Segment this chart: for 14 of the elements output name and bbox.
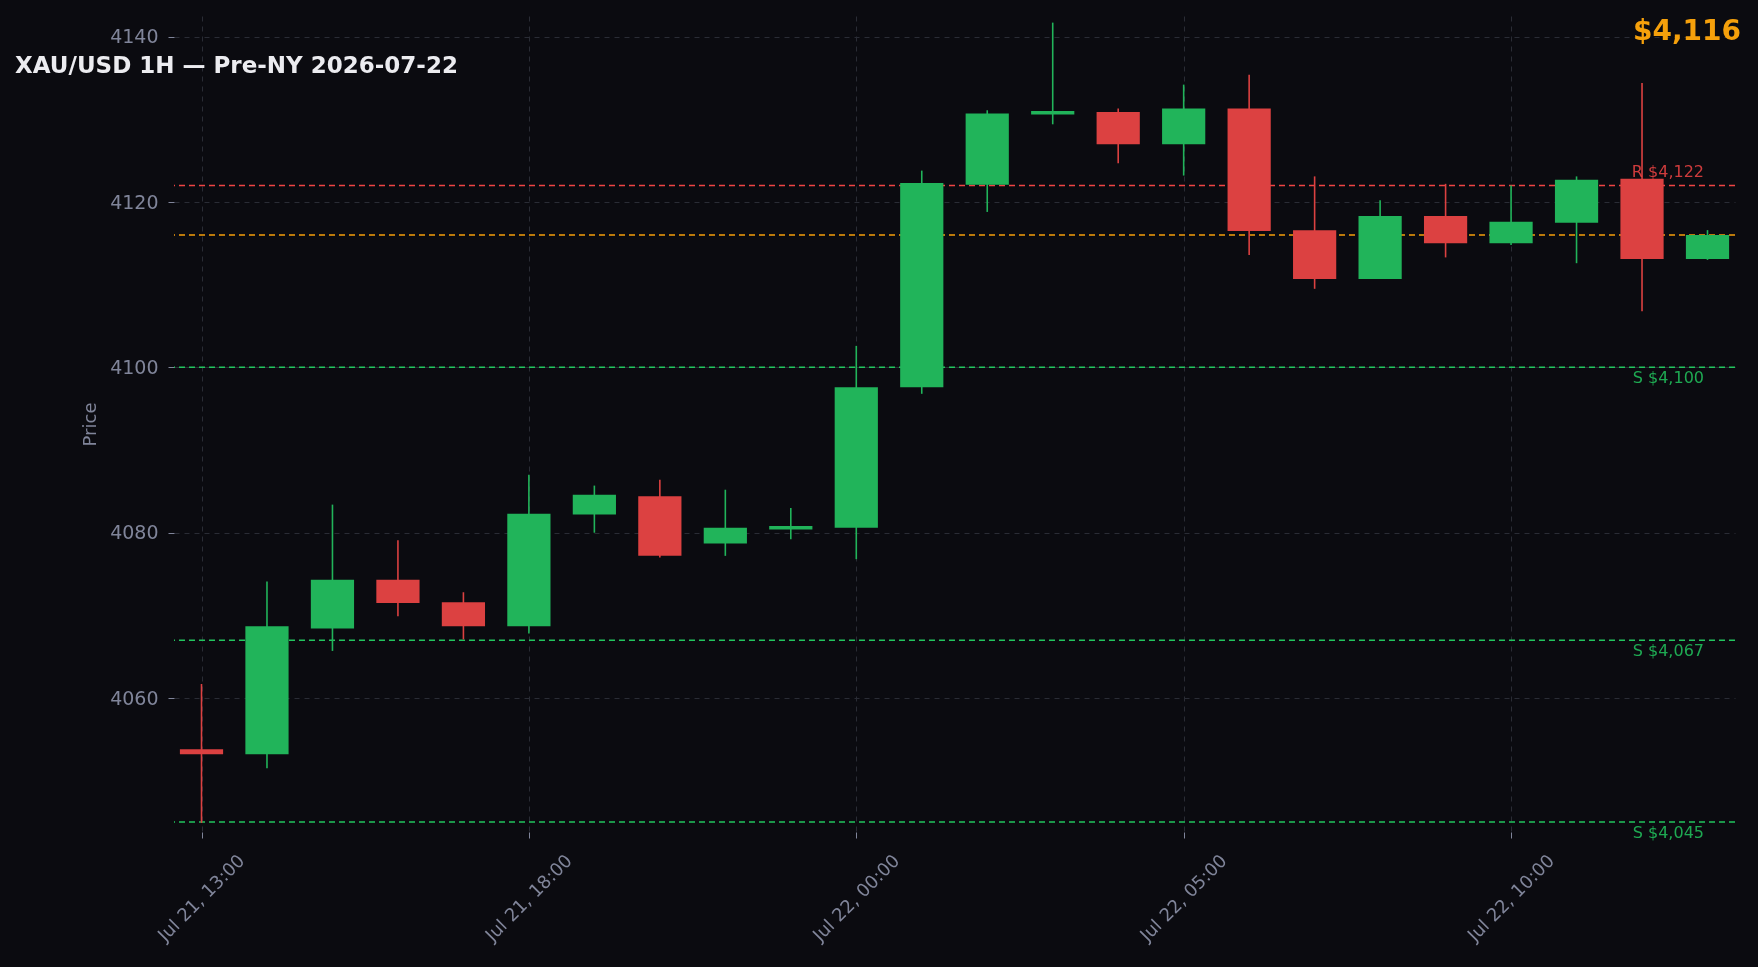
y-tick-label: 4140 — [110, 25, 159, 48]
y-axis-title: Price — [79, 402, 101, 447]
y-tick-label: 4080 — [110, 521, 159, 544]
text: XAU/USD 1H — Pre-NY 2026-07-22 — [15, 52, 458, 78]
ref-line-label: S $4,045 — [1632, 823, 1704, 843]
ref-line-label: S $4,067 — [1632, 641, 1704, 661]
y-tick-label: 4060 — [110, 686, 159, 709]
candlestick — [1031, 21, 1075, 126]
y-tick-label: 4100 — [110, 355, 159, 378]
candlestick — [179, 683, 224, 824]
y-tick-label: 4120 — [110, 190, 159, 213]
ref-line-label: S $4,100 — [1632, 368, 1704, 388]
annotation: $4,116 — [1632, 14, 1741, 47]
candlestick — [769, 507, 813, 541]
